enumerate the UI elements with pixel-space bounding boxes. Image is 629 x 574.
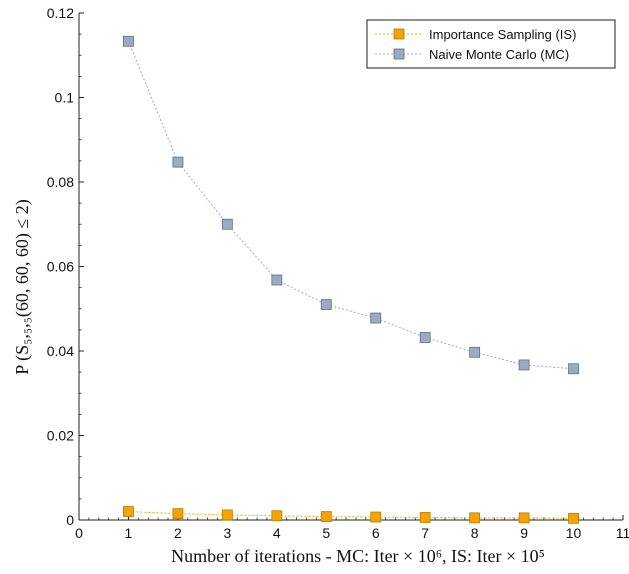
x-tick-label: 3: [223, 525, 231, 541]
data-point-is: [370, 511, 382, 523]
data-point-is: [123, 506, 134, 517]
legend-label: Importance Sampling (IS): [429, 27, 576, 42]
y-tick-label: 0.04: [47, 343, 74, 359]
x-tick-label: 4: [273, 525, 281, 541]
y-axis-title: P (S₅,₅,₅(60, 60, 60) ≤ 2): [12, 199, 33, 375]
data-point-is: [172, 508, 184, 520]
data-point-mc: [469, 346, 481, 358]
data-point-mc: [123, 35, 134, 47]
data-point-mc: [518, 359, 530, 371]
legend-marker: [393, 28, 405, 40]
y-tick-label: 0.12: [47, 5, 74, 21]
x-tick-label: 5: [322, 525, 330, 541]
data-point-is: [221, 509, 233, 521]
y-tick-label: 0: [66, 512, 74, 528]
x-tick-label: 1: [125, 525, 133, 541]
series-line-is: [128, 511, 574, 519]
x-tick-label: 2: [174, 525, 182, 541]
data-point-is: [271, 510, 283, 522]
data-point-is: [469, 512, 481, 524]
legend-marker: [393, 48, 405, 60]
y-tick-label: 0.08: [47, 174, 74, 190]
x-tick-label: 11: [616, 525, 629, 541]
data-point-mc: [419, 332, 431, 343]
legend: Importance Sampling (IS) Naive Monte Carl…: [366, 19, 616, 69]
data-point-mc: [370, 312, 382, 324]
x-tick-label: 8: [471, 525, 479, 541]
data-point-is: [568, 512, 579, 524]
data-point-mc: [320, 299, 332, 310]
y-tick-label: 0.02: [47, 428, 74, 444]
data-point-is: [419, 512, 431, 523]
data-point-mc: [271, 274, 283, 286]
series-layer: [123, 35, 579, 524]
y-tick-label: 0.06: [47, 259, 74, 275]
x-tick-label: 7: [421, 525, 429, 541]
data-point-mc: [221, 218, 233, 230]
legend-box: [366, 19, 616, 69]
series-line-mc: [127, 41, 574, 370]
data-point-is: [518, 512, 530, 524]
data-point-is: [320, 511, 332, 523]
legend-label: Naive Monte Carlo (MC): [429, 47, 569, 62]
x-tick-label: 10: [566, 525, 582, 541]
x-tick-label: 0: [75, 525, 83, 541]
x-axis-title: Number of iterations - MC: Iter × 10⁶, I…: [171, 546, 545, 566]
x-tick-label: 6: [372, 525, 380, 541]
x-tick-label: 9: [520, 525, 528, 541]
data-point-mc: [568, 363, 579, 375]
data-point-mc: [172, 156, 184, 168]
y-tick-label: 0.1: [55, 90, 75, 106]
axes: 0 1 2 3 4 5 6 7 8 9 10 11 0 0.02 0.04 0.06 0.08 0.1 0.12: [47, 5, 629, 541]
